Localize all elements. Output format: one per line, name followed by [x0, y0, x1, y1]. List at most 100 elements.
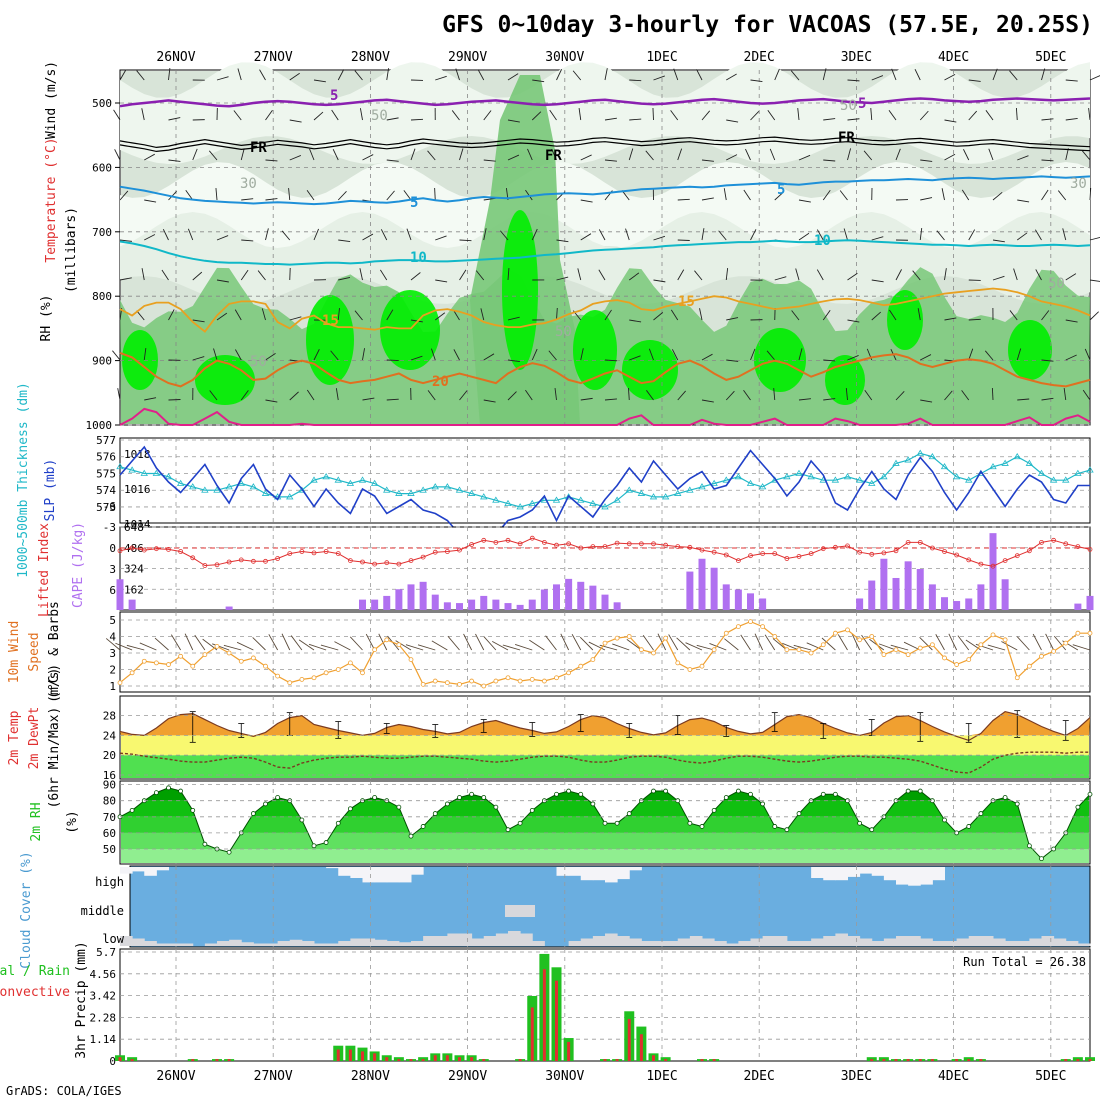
wind-barb [192, 271, 203, 281]
thickness-point [928, 452, 937, 460]
precip-conv-bar [385, 1057, 389, 1061]
thickness-point [965, 476, 973, 483]
cloud-high-fill [883, 867, 897, 881]
wind-barb [1017, 155, 1029, 161]
li-point [457, 547, 462, 553]
cape-bar [856, 598, 864, 610]
rh-point [942, 817, 947, 823]
wind10-barb [115, 642, 133, 651]
wind-barb [671, 349, 679, 361]
li-point [529, 535, 535, 541]
thickness-point [868, 479, 876, 486]
wind10-point [905, 652, 911, 658]
cloud-high-fill [120, 867, 133, 874]
cloud-high-fill [144, 867, 157, 876]
thickness-point [625, 486, 633, 493]
rh-point [432, 811, 438, 816]
cape-bar [456, 603, 463, 610]
li-point [578, 545, 584, 551]
contour-label: 50 [250, 354, 267, 370]
wind-barb [1089, 236, 1100, 241]
wind-barb [1009, 70, 1018, 81]
ylabel-rh2m: 2m RH [29, 802, 44, 841]
wind10-point [687, 667, 693, 672]
cloud-low-fill [580, 938, 594, 946]
cloud-low-fill [156, 943, 169, 946]
rh-point [760, 801, 766, 807]
cloud-level-low: low [102, 932, 124, 946]
cloud-high-fill [629, 867, 642, 871]
wind-barb [864, 389, 873, 401]
li-point [238, 557, 244, 563]
wind-barb [265, 159, 278, 162]
wind-barb [209, 390, 218, 401]
rh-low-patch [120, 62, 1090, 164]
wind-barb [646, 390, 654, 401]
wind10-point [287, 680, 293, 686]
cloud-low-fill [483, 936, 497, 946]
wind-barb [1041, 68, 1046, 81]
wind-barb [234, 309, 242, 321]
wind10-point [190, 663, 196, 669]
wind-barb [289, 391, 299, 401]
li-point [857, 549, 863, 555]
rh-point [311, 843, 317, 849]
thickness-point [528, 499, 536, 507]
wind10-barb [806, 642, 824, 651]
rh-point [711, 807, 717, 813]
wind-barb [403, 190, 412, 201]
li-point [808, 551, 814, 556]
rh-point [202, 841, 208, 847]
wind-barb [795, 268, 800, 281]
wind10-point [699, 663, 705, 669]
wind-barb [839, 190, 848, 201]
wind-barb [991, 387, 994, 401]
thickness-point [298, 486, 306, 493]
precip-tick: 3.42 [90, 990, 117, 1003]
wind10-barb [268, 634, 279, 651]
wind-barb [1041, 397, 1054, 401]
li-point [1063, 541, 1069, 547]
precip-conv-bar [397, 1059, 401, 1061]
cloud-low-fill [786, 941, 800, 946]
cloud-low-fill [204, 943, 218, 946]
cloud-high-fill [592, 867, 606, 881]
thickness-point [504, 499, 512, 507]
wind10-point [893, 647, 899, 653]
contour-label: 15 [678, 294, 695, 310]
wind-barb [718, 230, 727, 241]
wind-barb [313, 228, 319, 241]
cape-bar [880, 558, 888, 610]
wind10-barb [571, 634, 582, 651]
wind-barb [451, 110, 460, 121]
cloud-low-fill [811, 938, 824, 946]
wind10-point [663, 635, 669, 641]
wind-barb [677, 269, 685, 281]
wind-barb [598, 269, 606, 281]
cloud-high-fill [398, 867, 412, 883]
wind-barb [653, 312, 664, 321]
wind10-point [869, 634, 875, 639]
cloud-low-fill [229, 939, 242, 946]
cloud-low-fill [277, 941, 291, 946]
rh-point [857, 820, 863, 826]
wind-barb [797, 108, 800, 121]
wind-barb [556, 68, 563, 81]
wind10-barb [281, 633, 291, 651]
wind-barb [136, 70, 145, 81]
cloud-low-fill [714, 941, 727, 946]
cape-bar [1001, 579, 1009, 610]
wind10-point [578, 663, 584, 669]
wind-barb [483, 110, 492, 121]
wind10-barb [1045, 633, 1055, 651]
precip-tick: 4.56 [90, 968, 117, 981]
li-point [420, 554, 426, 560]
thickness-tick: 574 [96, 484, 116, 497]
cape-bar [1074, 603, 1082, 610]
wind10-barb [935, 634, 945, 651]
wind10-barb [139, 642, 157, 651]
cloud-high-fill [847, 867, 861, 877]
precip-conv-bar [348, 1049, 352, 1061]
thickness-point [334, 476, 342, 483]
wind-barb [136, 310, 145, 321]
